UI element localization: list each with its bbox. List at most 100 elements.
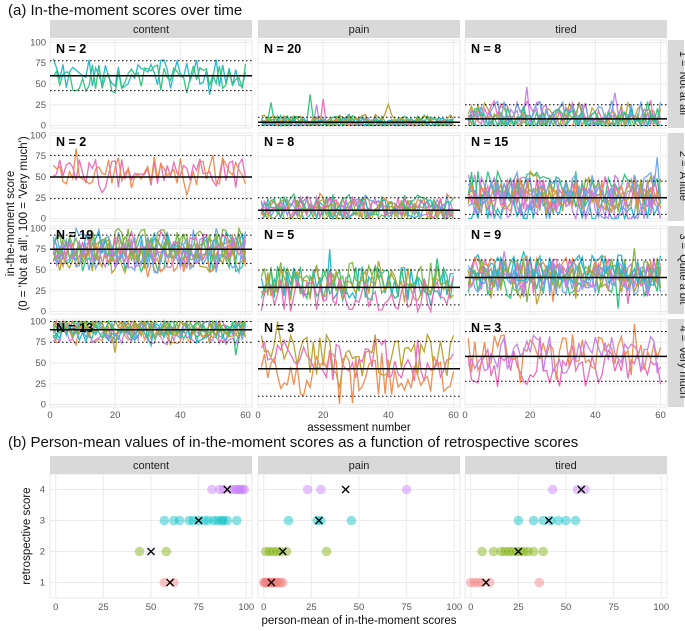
chart-b-point [264, 546, 275, 557]
chart-a-y-tick-label: 100 [30, 223, 46, 234]
chart-b-point [570, 515, 581, 526]
chart-b-mean-marker [223, 485, 232, 494]
chart-a-x-tick-label: 40 [383, 410, 394, 421]
chart-b-point [212, 515, 223, 526]
chart-a-x-tick-label: 0 [255, 410, 260, 421]
chart-a-y-tick-label: 0 [41, 214, 46, 225]
chart-b-x-axis-title: person-mean of in-the-moment scores [262, 615, 457, 627]
chart-a-series-line [260, 198, 455, 221]
chart-a-series-line [467, 178, 662, 215]
chart-b-point [528, 515, 539, 526]
chart-b-point [169, 515, 179, 526]
chart-b-x-tick-label: 50 [561, 602, 572, 613]
chart-a-n-label: N = 15 [471, 135, 508, 149]
chart-a-y-tick-label: 25 [35, 100, 46, 111]
chart-a-x-axis-title: assessment number [307, 422, 411, 434]
chart-b-x-tick-label: 100 [238, 602, 254, 613]
chart-b: content 1 2 3 4 0 25 50 75 100 pain 0 25 50 75 100 tired… [21, 456, 669, 627]
chart-b-point [473, 577, 484, 588]
chart-a-row-label: 3 = 'Quite a bit' [677, 234, 685, 307]
chart-a-n-label: N = 20 [264, 42, 301, 56]
chart-b-point [174, 515, 185, 526]
chart-a-series-line [52, 148, 247, 198]
chart-a-x-tick-label: 60 [240, 410, 251, 421]
chart-b-point [465, 577, 476, 588]
chart-a-y-tick-label: 50 [35, 172, 46, 183]
chart-b-point [545, 515, 556, 526]
chart-b-point [258, 577, 269, 588]
chart-b-point [184, 515, 194, 526]
chart-b-column-label: content [133, 460, 169, 472]
chart-b-point [264, 577, 275, 588]
chart-a-column-label: content [133, 24, 169, 36]
chart-b-point [321, 546, 332, 557]
chart-a-y-tick-label: 25 [35, 286, 46, 297]
chart-b-column-strip [465, 456, 667, 474]
chart-b-x-tick-label: 100 [653, 602, 669, 613]
chart-b-column-strip [50, 456, 252, 474]
chart-a-y-tick-label: 100 [30, 37, 46, 48]
chart-b-mean-marker [341, 485, 350, 494]
chart-a-row-label: 1 = 'Not at all' [677, 51, 685, 117]
chart-b-point [553, 515, 564, 526]
chart-b-point [214, 484, 225, 495]
chart-a-y-tick-label: 75 [35, 151, 46, 162]
chart-b-point [169, 577, 179, 588]
chart-b-point [312, 515, 322, 526]
chart-a-row-strip [668, 40, 684, 128]
chart-b-point [235, 484, 246, 495]
chart-a-x-tick-label: 40 [590, 410, 601, 421]
chart-a-series-line [467, 169, 662, 208]
chart-a-column-label: tired [555, 24, 576, 36]
chart-b-x-tick-label: 75 [608, 602, 619, 613]
chart-b-y-tick-label: 4 [40, 485, 45, 496]
chart-a-series-line [467, 333, 662, 375]
chart-b-point [511, 546, 522, 557]
chart-a-y-tick-label: 100 [30, 316, 46, 327]
chart-a-n-label: N = 2 [56, 135, 86, 149]
chart-b-y-tick-label: 3 [40, 516, 45, 527]
chart-a-series-line [260, 195, 455, 221]
chart-b-point [281, 546, 292, 557]
chart-b-point [268, 546, 279, 557]
chart-b-point [277, 577, 288, 588]
chart-b-point [265, 577, 276, 588]
chart-b-point [134, 546, 145, 557]
chart-a-series-line [467, 157, 662, 207]
chart-b-point [283, 515, 294, 526]
chart-b-point [547, 484, 558, 495]
chart-a-y-axis-title: in-the-moment score [5, 171, 17, 276]
chart-a-x-tick-label: 0 [462, 410, 467, 421]
chart-a-x-tick-label: 40 [175, 410, 186, 421]
chart-a-series-line [467, 323, 662, 383]
chart-a-series-line [52, 63, 247, 94]
chart-a-column-strip [465, 20, 667, 38]
chart-b-mean-marker [544, 516, 553, 525]
chart-b-point [274, 577, 284, 588]
chart-b-point [580, 484, 590, 495]
chart-b-mean-marker [278, 547, 287, 556]
chart-b-point [528, 546, 539, 557]
chart-a-title: (a) In-the-moment scores over time [8, 2, 242, 19]
chart-b-point [161, 546, 172, 557]
chart-b-point [260, 546, 271, 557]
chart-b-point [469, 577, 480, 588]
chart-b-y-tick-label: 2 [40, 547, 45, 558]
chart-a-series-line [467, 251, 662, 298]
chart-a-series-line [467, 189, 662, 221]
chart-b-x-tick-label: 0 [261, 602, 266, 613]
chart-a-x-tick-label: 60 [655, 410, 666, 421]
chart-a-y-tick-label: 50 [35, 265, 46, 276]
chart-b-x-tick-label: 0 [53, 602, 58, 613]
chart-b-point [263, 577, 274, 588]
chart-b-point [538, 546, 548, 557]
chart-b-point [270, 577, 280, 588]
chart-a-y-tick-label: 100 [30, 130, 46, 141]
chart-b-point [572, 484, 583, 495]
chart-a-n-label: N = 3 [471, 321, 501, 335]
chart-b-x-tick-label: 75 [193, 602, 204, 613]
chart-b-point [207, 484, 217, 495]
chart-a-series-line [260, 258, 455, 302]
chart-b-mean-marker [315, 516, 323, 525]
